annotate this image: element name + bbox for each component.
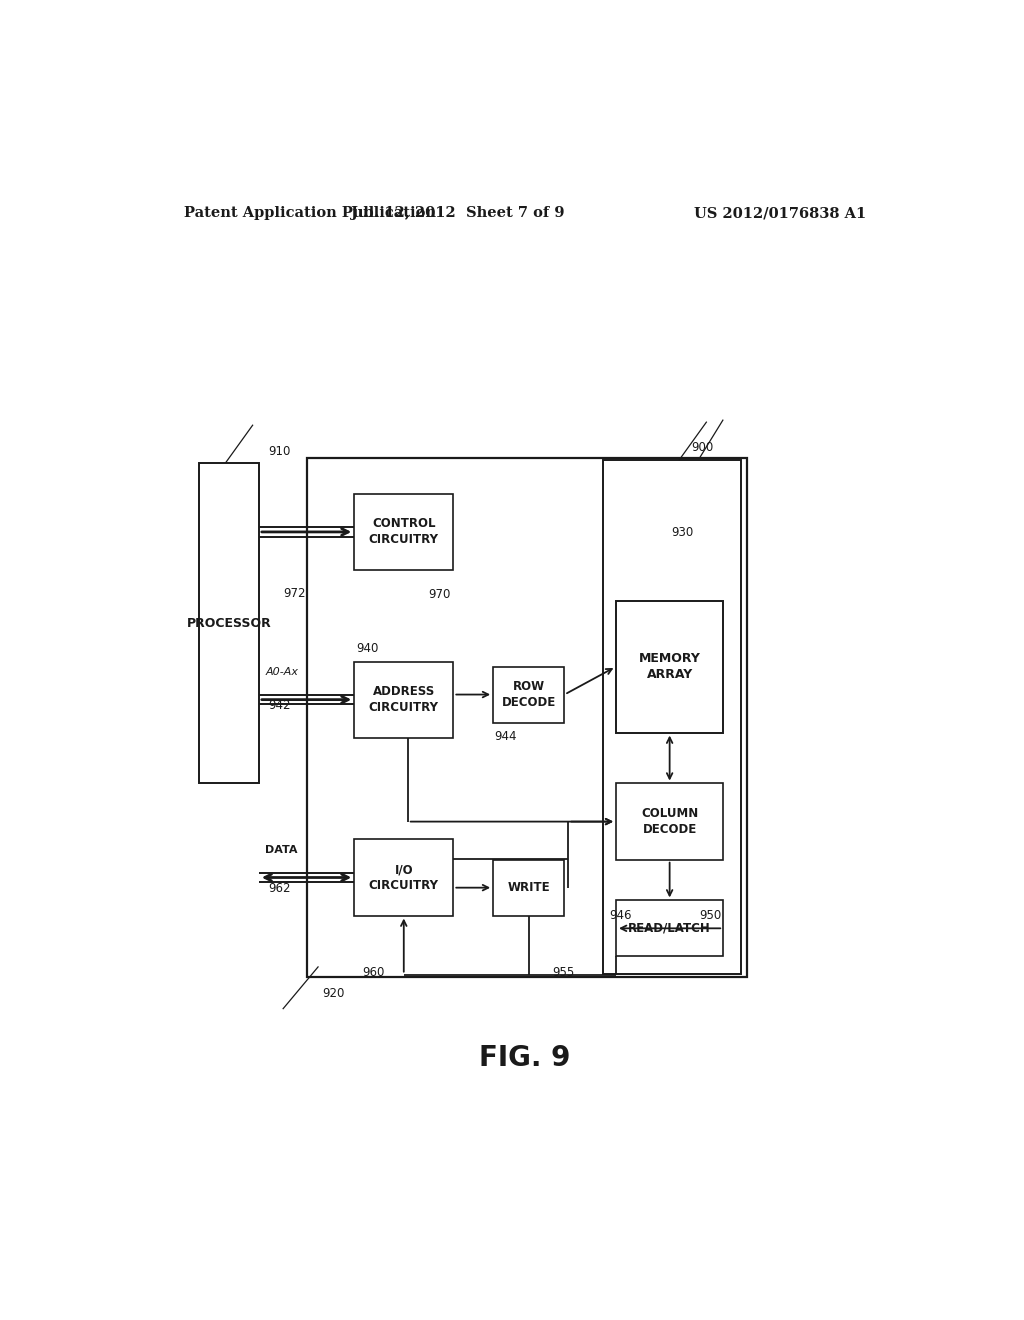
Text: WRITE: WRITE <box>508 882 550 894</box>
Bar <box>616 784 723 859</box>
Text: 950: 950 <box>699 908 722 921</box>
Bar <box>354 840 454 916</box>
Text: PROCESSOR: PROCESSOR <box>186 616 271 630</box>
Bar <box>354 494 454 570</box>
Text: 940: 940 <box>355 643 378 655</box>
Bar <box>306 458 748 977</box>
Bar <box>602 461 741 974</box>
Text: DATA: DATA <box>265 845 298 855</box>
Text: A0-Ax: A0-Ax <box>265 668 298 677</box>
Text: 944: 944 <box>495 730 517 743</box>
Text: 900: 900 <box>691 441 714 454</box>
Text: FIG. 9: FIG. 9 <box>479 1044 570 1072</box>
Text: 930: 930 <box>672 527 694 540</box>
Text: 960: 960 <box>362 966 384 979</box>
Text: 972: 972 <box>283 587 305 601</box>
Text: 910: 910 <box>268 445 291 458</box>
Bar <box>200 463 259 784</box>
Text: 970: 970 <box>428 589 451 602</box>
Text: CONTROL
CIRCUITRY: CONTROL CIRCUITRY <box>369 517 438 546</box>
Text: I/O
CIRCUITRY: I/O CIRCUITRY <box>369 863 438 892</box>
Text: 962: 962 <box>268 882 291 895</box>
Text: Jul. 12, 2012  Sheet 7 of 9: Jul. 12, 2012 Sheet 7 of 9 <box>350 206 564 220</box>
Bar <box>354 661 454 738</box>
Text: MEMORY
ARRAY: MEMORY ARRAY <box>639 652 700 681</box>
Text: 920: 920 <box>323 987 345 999</box>
Text: US 2012/0176838 A1: US 2012/0176838 A1 <box>694 206 866 220</box>
Text: ROW
DECODE: ROW DECODE <box>502 680 556 709</box>
Text: READ/LATCH: READ/LATCH <box>629 921 711 935</box>
Bar <box>494 859 564 916</box>
Text: 955: 955 <box>553 966 574 979</box>
Text: 942: 942 <box>268 700 291 711</box>
Bar <box>616 601 723 733</box>
Text: Patent Application Publication: Patent Application Publication <box>183 206 435 220</box>
Text: 946: 946 <box>609 908 632 921</box>
Bar <box>494 667 564 722</box>
Text: COLUMN
DECODE: COLUMN DECODE <box>641 807 698 836</box>
Bar <box>616 900 723 956</box>
Text: ADDRESS
CIRCUITRY: ADDRESS CIRCUITRY <box>369 685 438 714</box>
